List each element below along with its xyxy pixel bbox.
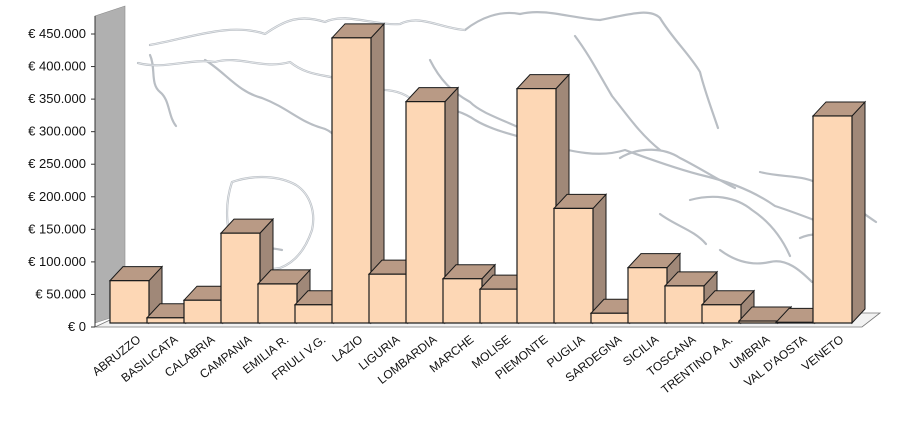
y-axis: € 0 € 50.000 € 100.000 € 150.000 € 200.000 € …: [28, 16, 96, 334]
bar-front: [479, 288, 520, 324]
bar-front: [294, 304, 335, 324]
y-tick-label: € 400.000: [28, 59, 86, 74]
bars: [108, 22, 867, 325]
x-axis: ABRUZZOBASILICATACALABRIACAMPANIAEMILIA …: [90, 332, 847, 396]
bar: [552, 193, 608, 325]
y-tick-label: € 100.000: [28, 254, 86, 269]
bar-front: [553, 207, 594, 324]
y-tick-label: € 250.000: [28, 156, 86, 171]
bar-front: [220, 232, 261, 324]
bar-front: [183, 299, 224, 324]
bar-front: [331, 37, 372, 324]
bar: [256, 268, 312, 325]
bar-front: [368, 273, 409, 324]
y-tick-label: € 450.000: [28, 26, 86, 41]
y-tick-label: € 0: [68, 319, 86, 334]
bar-front: [109, 280, 150, 324]
y-tick-label: € 150.000: [28, 221, 86, 236]
bar-front: [146, 317, 187, 324]
bar-front: [701, 304, 742, 324]
bar-front: [775, 321, 816, 324]
y-tick-label: € 300.000: [28, 124, 86, 139]
bar: [404, 86, 460, 325]
bar-front: [812, 115, 853, 324]
bar-front: [442, 278, 483, 324]
bar-front: [257, 283, 298, 324]
bar-front: [590, 312, 631, 324]
bar-front: [516, 87, 557, 324]
y-tick-label: € 350.000: [28, 91, 86, 106]
bar-front: [738, 320, 779, 324]
bar-front: [627, 267, 668, 324]
y-tick-label: € 50.000: [35, 286, 86, 301]
bar-front: [664, 285, 705, 324]
y-tick-label: € 200.000: [28, 189, 86, 204]
bar-side: [851, 100, 866, 325]
bar-front: [405, 101, 446, 324]
x-category-label: VENETO: [799, 332, 846, 373]
bar: [330, 22, 386, 325]
bar: [811, 100, 867, 325]
